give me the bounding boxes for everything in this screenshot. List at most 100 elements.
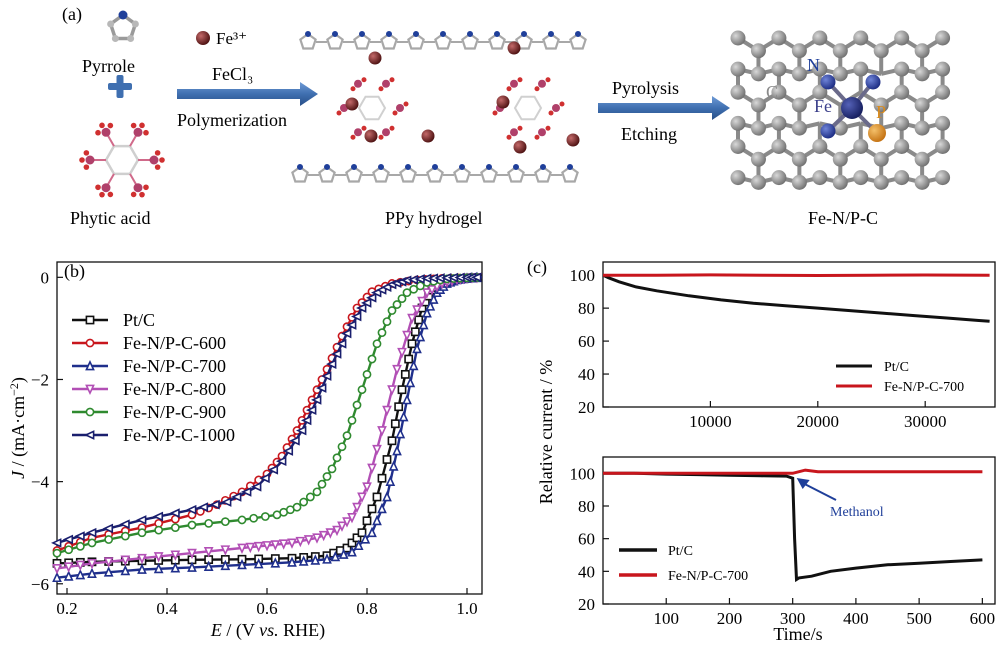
data-point	[352, 533, 362, 543]
data-point	[74, 531, 85, 541]
legend-marker	[85, 360, 95, 371]
carbon-atom	[873, 97, 889, 113]
legend-label: Fe-N/P-C-800	[123, 379, 226, 399]
data-point	[330, 550, 341, 562]
data-point	[397, 294, 407, 304]
ppy-hydrogel-network	[291, 31, 587, 183]
fe-ion	[513, 140, 527, 154]
data-point	[303, 535, 314, 546]
step1-label: Polymerization	[177, 110, 287, 130]
data-point	[298, 555, 309, 566]
data-point	[62, 534, 74, 545]
panel-b-xlabel: E / (V vs. RHE)	[210, 620, 325, 641]
data-point	[295, 536, 306, 548]
step2a-label: Pyrolysis	[612, 78, 679, 98]
carbon-atom	[853, 170, 869, 186]
y-tick-label: 60	[578, 332, 595, 351]
data-point	[387, 436, 397, 446]
data-point	[220, 559, 231, 571]
data-point	[402, 393, 412, 405]
data-point	[305, 492, 315, 502]
data-point	[63, 562, 74, 573]
carbon-atom	[791, 97, 807, 113]
carbon-atom	[791, 151, 807, 167]
data-point	[372, 339, 382, 349]
data-point	[407, 339, 417, 349]
oxygen-atom	[139, 122, 145, 129]
data-point	[278, 539, 289, 550]
data-point	[231, 492, 242, 502]
data-point	[259, 473, 270, 484]
oxygen-atom	[99, 191, 105, 198]
data-point	[120, 531, 130, 541]
data-point	[418, 319, 429, 330]
panel-b-ylabel: J / (mA·cm−2)	[7, 377, 29, 479]
panel-a-tag: (a)	[62, 4, 82, 25]
data-point	[312, 487, 322, 497]
data-point	[187, 561, 197, 572]
x-tick-label: 400	[843, 609, 869, 628]
carbon-atom	[894, 30, 910, 46]
data-point	[63, 570, 74, 581]
data-point	[387, 306, 397, 315]
reagent-label: FeCl₃	[212, 64, 253, 84]
oxygen-atom	[159, 157, 165, 163]
methanol-annotation: Methanol	[796, 477, 884, 520]
panel-c-bottom-frame	[602, 456, 996, 605]
carbon-atom	[791, 43, 807, 59]
carbon-atom	[894, 139, 910, 154]
atom-c-label: C	[766, 82, 778, 102]
carbon-atom	[791, 66, 807, 82]
carbon-atom	[771, 139, 787, 154]
data-point	[197, 502, 209, 513]
pyrrole-label: Pyrrole	[82, 56, 135, 76]
y-tick-label: −4	[31, 473, 50, 492]
panel-b-series	[51, 271, 483, 583]
y-tick-label: 100	[570, 464, 596, 483]
data-point	[347, 546, 357, 557]
legend-label: Fe-N/P-C-600	[123, 333, 226, 353]
data-point	[377, 328, 387, 338]
x-tick-label: 300	[780, 609, 806, 628]
carbon-atom	[935, 139, 951, 154]
panel-b-legend: Pt/C Fe-N/P-C-600 Fe-N/P-C-700 Fe-N/P-C-800…	[72, 310, 235, 445]
data-point	[382, 405, 392, 417]
data-point	[251, 481, 262, 492]
carbon-atom	[894, 115, 910, 131]
data-point	[289, 435, 300, 446]
carbon-atom	[935, 170, 951, 186]
oxygen-atom	[83, 150, 90, 156]
data-point	[351, 311, 362, 322]
oxygen-atom	[139, 191, 145, 198]
legend-marker	[84, 430, 95, 440]
carbon-atom	[750, 43, 766, 59]
data-point	[422, 307, 432, 318]
phytic-acid-label: Phytic acid	[70, 208, 150, 228]
data-point	[402, 330, 412, 342]
oxygen-atom	[130, 191, 137, 198]
data-point	[394, 402, 404, 412]
data-point	[220, 517, 230, 527]
legend-label: Pt/C	[884, 360, 909, 375]
data-point	[392, 444, 402, 456]
fe-ion	[496, 95, 510, 109]
fe-ion	[345, 97, 359, 111]
data-point	[187, 520, 197, 530]
legend-label: Fe-N/P-C-700	[884, 380, 964, 395]
panel-c-top-frame	[602, 261, 996, 408]
data-point	[342, 517, 352, 528]
data-point	[52, 564, 62, 575]
annotation-arrow-line	[802, 482, 837, 501]
oxygen-atom	[143, 184, 149, 191]
y-tick-label: 0	[41, 268, 50, 287]
data-point	[241, 486, 252, 497]
data-point	[352, 502, 362, 514]
data-point	[137, 553, 147, 565]
data-point	[203, 547, 214, 558]
panel-a-scheme: (a) Pyrrole Phytic acid Fe³⁺ FeCl₃ Polym…	[62, 4, 951, 228]
carbon-atom	[853, 139, 869, 154]
data-point	[387, 385, 397, 396]
data-point	[51, 538, 62, 548]
legend-marker	[85, 338, 95, 348]
data-point	[367, 463, 377, 474]
